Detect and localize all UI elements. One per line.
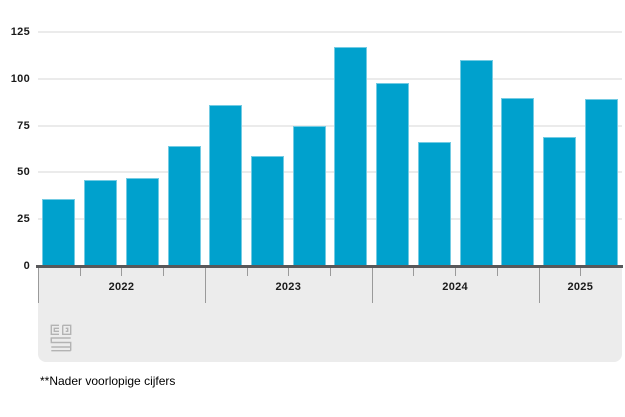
x-axis-year-label: 2022 xyxy=(108,281,135,293)
quarter-tick xyxy=(288,268,289,276)
y-axis-tick-label: 100 xyxy=(10,72,30,85)
bar-2022-q1[interactable] xyxy=(42,198,76,266)
gridline xyxy=(38,31,622,33)
bar-2025-q2[interactable] xyxy=(584,99,618,266)
footnote: **Nader voorlopige cijfers xyxy=(40,374,176,388)
cbs-logo-icon xyxy=(50,324,72,359)
x-axis-baseline xyxy=(36,265,623,268)
quarter-tick xyxy=(580,268,581,276)
bar-2023-q1[interactable] xyxy=(209,105,243,266)
quarter-tick xyxy=(330,268,331,276)
y-axis-tick-label: 125 xyxy=(10,26,30,38)
x-axis: 2022 2023 2024 2025 xyxy=(38,268,622,328)
y-axis-tick-label: 25 xyxy=(17,213,30,226)
bar-2023-q4[interactable] xyxy=(334,46,368,266)
year-separator xyxy=(38,268,39,303)
y-axis-tick-label: 50 xyxy=(17,166,30,179)
x-axis-year-label: 2024 xyxy=(442,281,468,293)
bar-2023-q2[interactable] xyxy=(250,155,284,266)
quarter-tick xyxy=(497,268,498,276)
bar-2022-q4[interactable] xyxy=(167,146,201,266)
bar-2022-q2[interactable] xyxy=(84,179,118,266)
year-separator xyxy=(372,268,373,303)
quarter-tick xyxy=(455,268,456,276)
axis-footer-strip xyxy=(38,268,622,362)
year-separator xyxy=(205,268,206,303)
y-axis-tick-label: 0 xyxy=(23,260,30,272)
quarter-tick xyxy=(80,268,81,276)
bar-2023-q3[interactable] xyxy=(292,125,326,266)
bar-2024-q1[interactable] xyxy=(376,82,410,266)
quarter-tick xyxy=(413,268,414,276)
y-axis-tick-label: 75 xyxy=(17,119,30,132)
x-axis-year-label: 2025 xyxy=(567,281,594,293)
quarter-tick xyxy=(121,268,122,276)
bar-2024-q2[interactable] xyxy=(417,142,451,266)
gridline xyxy=(38,77,622,80)
bar-2022-q3[interactable] xyxy=(125,178,159,266)
bar-2024-q4[interactable] xyxy=(501,97,535,266)
bar-2025-q1[interactable] xyxy=(542,136,576,266)
gridline xyxy=(38,171,622,174)
plot-area xyxy=(38,0,622,266)
y-axis: 0 25 50 75 100 125 xyxy=(0,0,30,272)
bar-2024-q3[interactable] xyxy=(459,60,493,266)
quarter-tick xyxy=(247,268,248,276)
gridline xyxy=(38,124,622,127)
x-axis-year-label: 2023 xyxy=(275,281,302,293)
gridline xyxy=(38,218,622,221)
year-separator xyxy=(539,268,540,303)
quarter-tick xyxy=(163,268,164,276)
